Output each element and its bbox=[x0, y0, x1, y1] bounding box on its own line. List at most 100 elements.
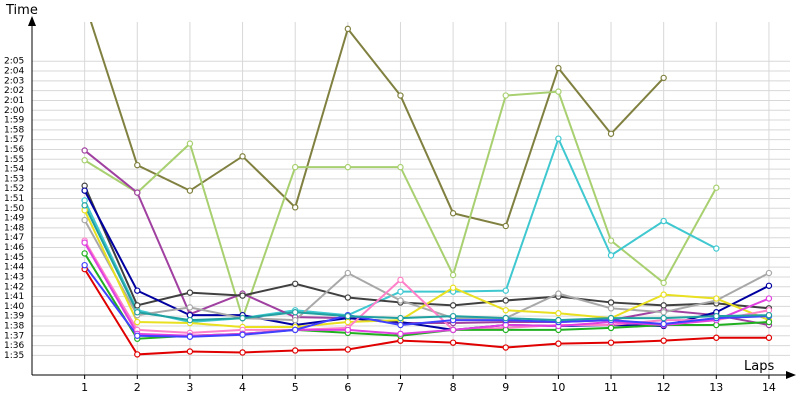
point bbox=[134, 332, 141, 339]
y-tick-label: 1:46 bbox=[4, 243, 24, 253]
point bbox=[239, 331, 246, 338]
point bbox=[502, 297, 509, 304]
point bbox=[449, 271, 457, 279]
point bbox=[660, 314, 667, 322]
point bbox=[555, 290, 562, 297]
x-axis-label: Laps bbox=[744, 359, 774, 374]
point bbox=[344, 269, 352, 277]
point bbox=[660, 291, 667, 298]
y-tick-label: 1:55 bbox=[4, 155, 24, 165]
point bbox=[344, 346, 352, 353]
point bbox=[713, 312, 720, 320]
y-tick-label: 1:40 bbox=[4, 302, 24, 312]
y-tick-label: 2:01 bbox=[4, 96, 24, 106]
point bbox=[291, 347, 299, 354]
point bbox=[660, 309, 667, 316]
y-tick-label: 1:37 bbox=[4, 331, 24, 341]
y-tick-label: 1:59 bbox=[4, 116, 24, 126]
point bbox=[502, 222, 509, 230]
point bbox=[607, 324, 615, 332]
point bbox=[344, 25, 352, 33]
point bbox=[607, 130, 615, 137]
point bbox=[397, 288, 404, 295]
point bbox=[291, 309, 299, 316]
point bbox=[81, 239, 88, 246]
point bbox=[607, 299, 615, 306]
y-tick-label: 1:47 bbox=[4, 233, 24, 243]
point bbox=[607, 252, 615, 259]
point bbox=[239, 292, 246, 299]
y-tick-label: 1:53 bbox=[4, 174, 24, 184]
y-tick-label: 1:42 bbox=[4, 282, 24, 292]
point bbox=[660, 302, 667, 309]
point bbox=[713, 184, 720, 191]
y-tick-label: 1:57 bbox=[4, 135, 24, 145]
point bbox=[765, 269, 773, 277]
point bbox=[555, 88, 562, 95]
point bbox=[134, 287, 141, 294]
y-tick-label: 1:38 bbox=[4, 321, 24, 331]
point bbox=[607, 314, 615, 322]
point bbox=[449, 210, 457, 217]
x-tick-label: 13 bbox=[709, 381, 723, 394]
x-tick-label: 6 bbox=[344, 381, 351, 394]
y-tick-label: 1:43 bbox=[4, 272, 24, 282]
y-tick-label: 2:02 bbox=[4, 86, 24, 96]
y-tick-label: 1:51 bbox=[4, 194, 24, 204]
y-axis-label: Time bbox=[5, 3, 38, 18]
point bbox=[186, 140, 194, 147]
point bbox=[449, 339, 457, 346]
y-tick-label: 1:48 bbox=[4, 223, 24, 233]
point bbox=[765, 311, 773, 319]
point bbox=[344, 318, 352, 326]
point bbox=[555, 340, 562, 347]
point bbox=[134, 309, 141, 316]
point bbox=[765, 318, 773, 326]
point bbox=[291, 204, 299, 211]
point bbox=[397, 297, 404, 304]
x-tick-label: 8 bbox=[450, 381, 457, 394]
point bbox=[344, 312, 352, 320]
point bbox=[397, 314, 404, 322]
point bbox=[397, 276, 404, 284]
point bbox=[344, 294, 352, 301]
point bbox=[186, 348, 194, 355]
point bbox=[81, 202, 88, 209]
point bbox=[765, 334, 773, 341]
point bbox=[186, 289, 194, 296]
axes: Time Laps 1:351:361:371:381:391:401:411:… bbox=[4, 3, 796, 394]
x-tick-label: 10 bbox=[551, 381, 565, 394]
x-tick-label: 3 bbox=[186, 381, 193, 394]
point bbox=[134, 302, 141, 309]
x-tick-label: 1 bbox=[81, 381, 88, 394]
point bbox=[502, 287, 509, 294]
point bbox=[81, 147, 88, 154]
point bbox=[291, 280, 299, 288]
point bbox=[660, 337, 667, 344]
y-tick-label: 2:04 bbox=[4, 67, 24, 77]
y-tick-label: 2:05 bbox=[4, 57, 24, 67]
point bbox=[291, 316, 299, 324]
point bbox=[502, 314, 509, 322]
point bbox=[660, 279, 667, 287]
y-tick-label: 1:50 bbox=[4, 204, 24, 214]
point bbox=[186, 304, 194, 311]
series-line bbox=[89, 22, 665, 228]
point bbox=[555, 310, 562, 317]
y-tick-label: 1:41 bbox=[4, 292, 24, 302]
point bbox=[81, 216, 88, 224]
point bbox=[555, 64, 562, 72]
y-tick-label: 2:00 bbox=[4, 106, 24, 116]
x-tick-label: 5 bbox=[292, 381, 299, 394]
point bbox=[449, 302, 457, 309]
point bbox=[81, 261, 88, 269]
point bbox=[397, 92, 404, 99]
point bbox=[134, 161, 141, 169]
point bbox=[660, 217, 667, 225]
x-tick-label: 2 bbox=[134, 381, 141, 394]
point bbox=[713, 295, 720, 302]
series-line bbox=[83, 268, 769, 356]
point bbox=[344, 163, 352, 171]
